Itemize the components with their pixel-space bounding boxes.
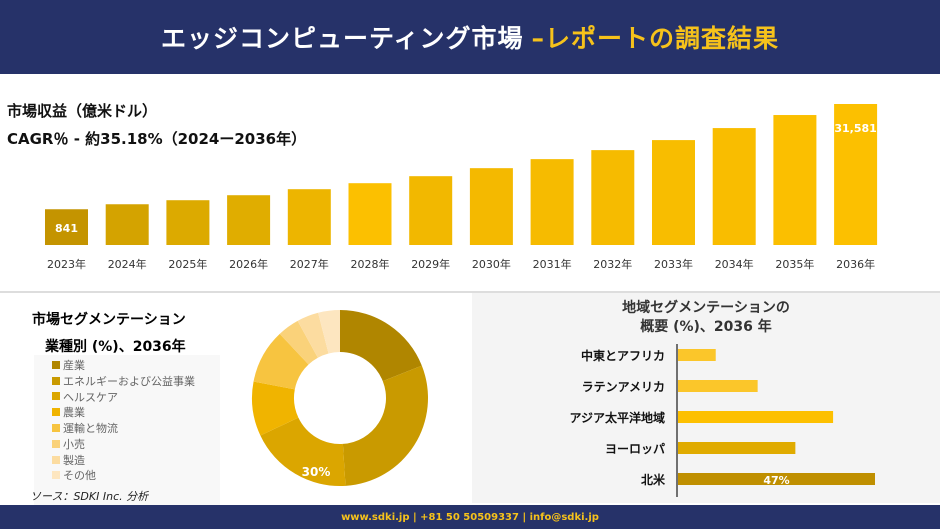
industry-donut: 30% <box>252 310 428 486</box>
industry-segment: 市場セグメンテーション 業種別 (%)、2036年 産業エネルギーおよび公益事業… <box>0 293 470 515</box>
region-value-label: 47% <box>763 474 789 487</box>
revenue-bar <box>591 150 635 245</box>
revenue-bar <box>287 189 331 245</box>
year-label: 2025年 <box>168 257 207 271</box>
legend-label: エネルギーおよび公益事業 <box>63 374 195 388</box>
revenue-bar <box>166 200 210 245</box>
year-label: 2036年 <box>836 257 875 271</box>
legend-item: ヘルスケア <box>52 389 220 405</box>
year-label: 2026年 <box>229 257 268 271</box>
legend-item: 農業 <box>52 404 220 420</box>
revenue-bar <box>712 128 756 245</box>
revenue-bars: 2023年 841 2024年 2025年 2026年 2027年 2028年 2029年 20… <box>45 104 878 271</box>
legend-swatch <box>52 408 60 417</box>
donut-slice <box>297 312 329 358</box>
legend-label: 農業 <box>63 406 85 420</box>
revenue-bar <box>409 176 453 245</box>
region-bar <box>678 380 758 392</box>
header-banner: エッジコンピューティング市場 –レポートの調査結果 <box>0 0 940 74</box>
region-segment: 地域セグメンテーションの 概要 (%)、2036 年 中東とアフリカ ラテンアメリ… <box>472 293 940 503</box>
divider <box>0 291 940 293</box>
year-label: 2030年 <box>472 257 511 271</box>
legend-swatch <box>52 471 60 480</box>
year-label: 2028年 <box>351 257 390 271</box>
donut-slice <box>253 333 309 390</box>
revenue-bar <box>45 209 88 245</box>
bar-value-label: 31,581 <box>834 122 876 135</box>
legend-swatch <box>52 392 60 401</box>
legend-swatch <box>52 360 60 369</box>
region-subtitle: 概要 (%)、2036 年 <box>640 319 772 335</box>
donut-slice <box>252 381 299 436</box>
legend-label: ヘルスケア <box>63 390 118 404</box>
region-title: 地域セグメンテーションの <box>622 300 790 316</box>
revenue-bar <box>348 183 392 245</box>
revenue-chart-title: 市場収益（億米ドル） <box>7 102 158 120</box>
legend-swatch <box>52 376 60 385</box>
legend-label: その他 <box>63 469 96 483</box>
donut-slice <box>279 320 318 365</box>
revenue-bar <box>469 168 513 245</box>
legend-item: その他 <box>52 468 220 484</box>
year-label: 2027年 <box>290 257 329 271</box>
year-label: 2034年 <box>715 257 754 271</box>
legend-swatch <box>52 439 60 448</box>
legend-item: エネルギーおよび公益事業 <box>52 373 220 389</box>
revenue-bar <box>773 115 817 245</box>
segment-subtitle: 業種別 (%)、2036年 <box>45 339 186 355</box>
donut-slice <box>260 417 346 486</box>
region-label: ラテンアメリカ <box>582 380 665 394</box>
legend-item: 産業 <box>52 357 220 373</box>
legend-item: 小売 <box>52 436 220 452</box>
region-label: 中東とアフリカ <box>581 348 665 363</box>
revenue-bar <box>652 140 695 245</box>
legend-item: 運輸と物流 <box>52 420 220 436</box>
revenue-bar <box>530 159 574 245</box>
region-bar <box>678 442 796 454</box>
year-label: 2029年 <box>411 257 450 271</box>
year-label: 2024年 <box>108 257 147 271</box>
legend-label: 製造 <box>63 453 85 467</box>
revenue-bar <box>105 204 149 245</box>
page-title: エッジコンピューティング市場 <box>160 24 524 53</box>
donut-value-label: 30% <box>302 465 331 479</box>
segment-title: 市場セグメンテーション <box>32 312 186 328</box>
legend-swatch <box>52 424 60 433</box>
year-label: 2023年 <box>47 257 86 271</box>
revenue-bar <box>834 104 878 245</box>
footer-contact: www.sdki.jp | +81 50 50509337 | info@sdk… <box>0 505 940 529</box>
donut-slice <box>342 365 428 486</box>
revenue-chart: 市場収益（億米ドル） CAGR％ - 約35.18%（2024ー2036年） 2… <box>0 90 940 290</box>
region-label: 北米 <box>641 472 666 487</box>
region-label: ヨーロッパ <box>605 442 665 456</box>
year-label: 2031年 <box>533 257 572 271</box>
year-label: 2032年 <box>593 257 632 271</box>
legend-label: 運輸と物流 <box>63 422 118 436</box>
year-label: 2033年 <box>654 257 693 271</box>
page-title-accent: –レポートの調査結果 <box>531 24 780 53</box>
donut-slice <box>340 310 422 382</box>
region-bar <box>678 411 834 423</box>
cagr-label: CAGR％ - 約35.18%（2024ー2036年） <box>7 130 307 148</box>
legend-label: 小売 <box>63 437 85 451</box>
revenue-bar <box>227 195 271 245</box>
source-note: ソース：SDKI Inc. 分析 <box>30 490 149 503</box>
bar-value-label: 841 <box>55 222 78 235</box>
region-label: アジア太平洋地域 <box>569 410 665 425</box>
region-bar <box>678 349 716 361</box>
legend-item: 製造 <box>52 452 220 468</box>
donut-legend: 産業エネルギーおよび公益事業 ヘルスケア農業運輸と物流 小売製造その他 <box>34 355 220 515</box>
donut-slice <box>318 310 340 354</box>
region-bar <box>678 473 875 485</box>
legend-swatch <box>52 455 60 464</box>
legend-label: 産業 <box>63 358 85 372</box>
year-label: 2035年 <box>775 257 814 271</box>
